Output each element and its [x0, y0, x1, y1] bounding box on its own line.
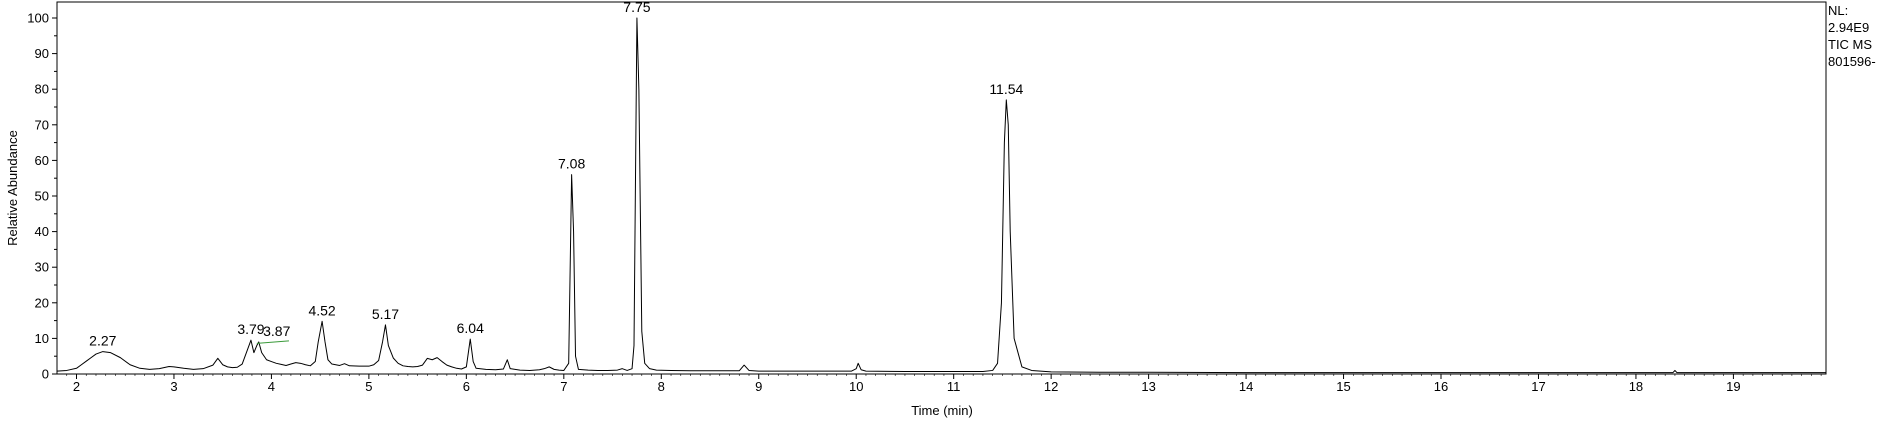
y-tick-label: 10 [35, 331, 49, 346]
info-line: TIC MS [1828, 37, 1873, 52]
y-tick-label: 70 [35, 117, 49, 132]
y-axis: 0 10 20 30 40 50 60 70 80 90 100 [27, 11, 57, 382]
x-tick-label: 18 [1629, 379, 1643, 394]
peak-label: 3.87 [263, 323, 290, 339]
x-tick-label: 19 [1726, 379, 1740, 394]
x-tick-label: 6 [463, 379, 470, 394]
peak-label: 4.52 [308, 302, 335, 318]
y-tick-label: 100 [27, 11, 49, 26]
x-tick-label: 2 [73, 379, 80, 394]
y-tick-label: 90 [35, 46, 49, 61]
y-tick-label: 30 [35, 260, 49, 275]
y-tick-label: 60 [35, 153, 49, 168]
green-annotation-line [256, 340, 290, 344]
x-tick-label: 9 [755, 379, 762, 394]
x-tick-label: 8 [658, 379, 665, 394]
x-tick-label: 14 [1239, 379, 1253, 394]
y-tick-label: 80 [35, 82, 49, 97]
x-tick-label: 10 [849, 379, 863, 394]
info-panel: NL: 2.94E9 TIC MS 801596- [1828, 2, 1878, 70]
x-tick-label: 4 [268, 379, 275, 394]
x-tick-label: 15 [1336, 379, 1350, 394]
peak-label: 6.04 [457, 320, 484, 336]
y-tick-label: 40 [35, 224, 49, 239]
x-tick-label: 11 [947, 379, 961, 394]
peak-label: 7.08 [558, 156, 585, 172]
x-tick-label: 7 [560, 379, 567, 394]
x-tick-label: 16 [1434, 379, 1448, 394]
x-tick-label: 17 [1531, 379, 1545, 394]
chromatogram-trace [56, 17, 1826, 374]
peak-label: 5.17 [372, 306, 399, 322]
x-tick-label: 3 [170, 379, 177, 394]
peak-label: 7.75 [623, 0, 650, 15]
chromatogram-chart: 0 10 20 30 40 50 60 70 80 90 100 2 3 4 5 6 7 8 9 10 11 12 13 1… [5, 0, 1827, 418]
info-line: 2.94E9 [1828, 20, 1870, 35]
x-tick-label: 13 [1141, 379, 1155, 394]
y-axis-title: Relative Abundance [5, 130, 20, 246]
peak-label: 2.27 [89, 333, 116, 349]
info-line: NL: [1828, 3, 1849, 18]
x-tick-label: 5 [365, 379, 372, 394]
peak-labels: 2.27 3.793.87 4.52 5.17 6.04 7.08 7.75 11.54 [89, 0, 1023, 349]
y-tick-label: 50 [35, 189, 49, 204]
x-axis: 2 3 4 5 6 7 8 9 10 11 12 13 14 15 16 17 18 19 [66, 374, 1822, 394]
y-tick-label: 0 [42, 367, 49, 382]
x-axis-title: Time (min) [911, 403, 973, 418]
x-tick-label: 12 [1044, 379, 1058, 394]
y-tick-label: 20 [35, 295, 49, 310]
peak-label: 3.79 [237, 321, 264, 337]
plot-area-border [56, 1, 1827, 375]
peak-label: 11.54 [989, 81, 1023, 97]
info-line: 801596- [1828, 54, 1876, 69]
